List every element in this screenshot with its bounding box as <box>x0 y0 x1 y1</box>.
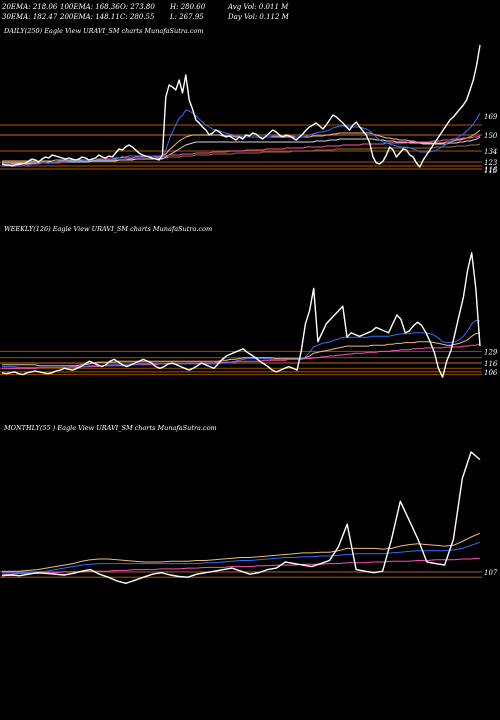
price-tick-label-1-2: 106 <box>484 369 498 377</box>
series-line-1-2 <box>2 343 481 369</box>
header-ema100: 100EMA: 168.36 <box>60 3 120 11</box>
series-line-2-3 <box>2 532 481 572</box>
price-tick-label-1-1: 116 <box>484 360 498 368</box>
series-line-2-0 <box>1 451 481 584</box>
series-line-2-1 <box>2 541 481 574</box>
series-line-1-3 <box>2 332 481 367</box>
monthly-panel-title: MONTHLY(55 ) Eagle View URAVI_SM charts … <box>4 424 217 432</box>
header-high: H: 280.60 <box>170 3 206 11</box>
header-ema20: 20EMA: 218.06 <box>2 3 58 11</box>
price-tick-label-0-0: 169 <box>484 113 498 121</box>
chart-panel-2: 107 <box>0 451 498 584</box>
price-tick-label-0-1: 150 <box>484 132 498 140</box>
price-tick-label-2-0: 107 <box>484 569 498 577</box>
series-line-0-1 <box>2 109 481 167</box>
header-close: C: 280.55 <box>120 13 155 21</box>
header-open: O: 273.80 <box>120 3 155 11</box>
series-line-0-4 <box>2 136 481 164</box>
series-line-1-1 <box>2 319 481 368</box>
header-low: L: 267.95 <box>170 13 204 21</box>
header-ema30: 30EMA: 182.47 <box>2 13 58 21</box>
price-tick-label-1-0: 129 <box>484 348 498 356</box>
price-tick-label-0-2: 134 <box>484 148 497 156</box>
header-avgvol: Avg Vol: 0.011 M <box>228 3 289 11</box>
daily-panel-title: DAILY(250) Eagle View URAVI_SM charts Mu… <box>4 27 204 35</box>
price-tick-label-0-4: 116 <box>484 166 498 174</box>
header-dayvol: Day Vol: 0.112 M <box>228 13 289 21</box>
series-line-1-0 <box>1 252 481 378</box>
price-tick-label-0-3: 123 <box>484 159 498 167</box>
series-line-0-0 <box>1 44 481 168</box>
price-tick-label-0-5: 115 <box>484 167 498 175</box>
weekly-panel-title: WEEKLY(126) Eagle View URAVI_SM charts M… <box>4 225 213 233</box>
header-ema200: 200EMA: 148.11 <box>60 13 120 21</box>
